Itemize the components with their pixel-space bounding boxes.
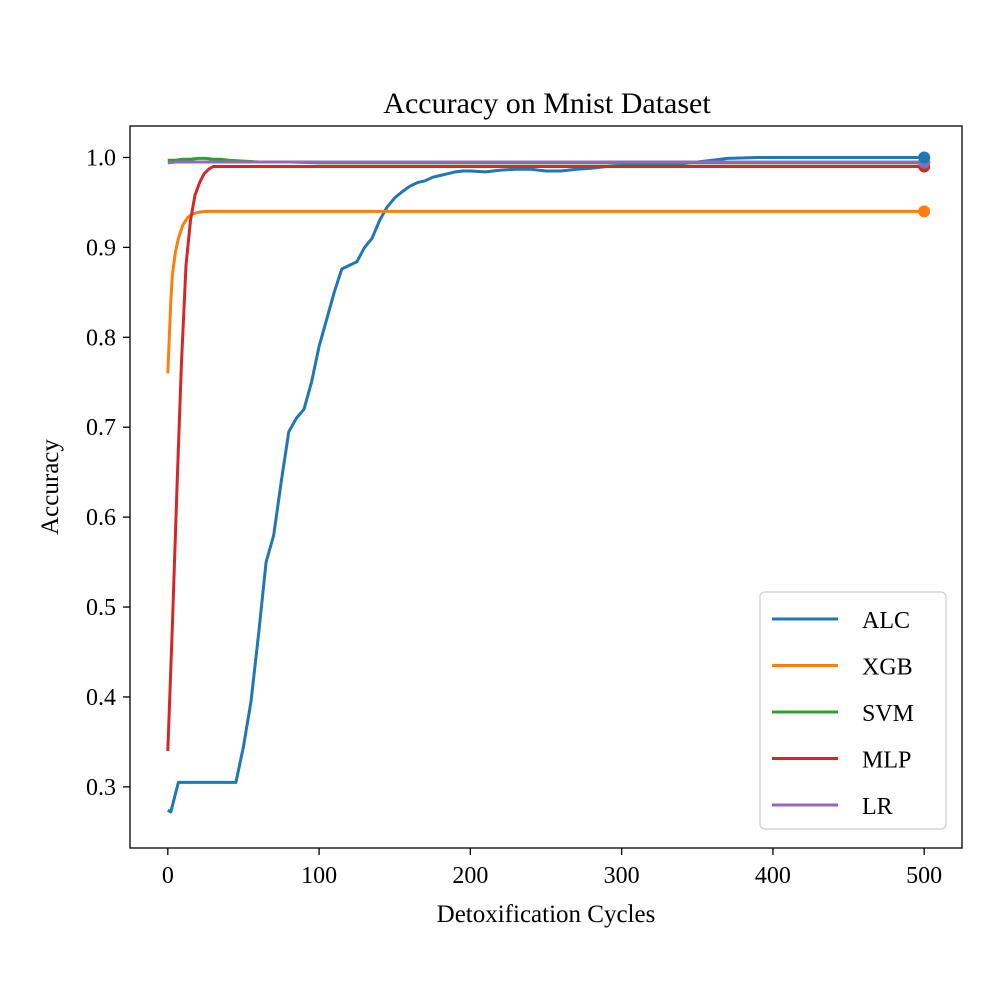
- y-tick-label: 1.0: [86, 145, 116, 171]
- x-axis-label: Detoxification Cycles: [437, 901, 656, 928]
- legend-label-lr: LR: [862, 794, 893, 820]
- y-axis-label: Accuracy: [37, 439, 64, 535]
- x-tick-label: 500: [906, 863, 942, 889]
- y-tick-label: 0.8: [86, 325, 116, 351]
- y-tick-label: 0.9: [86, 235, 116, 261]
- x-tick-label: 100: [301, 863, 337, 889]
- legend-label-xgb: XGB: [862, 655, 913, 681]
- x-tick-label: 200: [452, 863, 488, 889]
- x-axis: 0 100 200 300 400 500: [162, 848, 942, 889]
- x-tick-label: 300: [604, 863, 640, 889]
- plot-frame: [129, 125, 963, 849]
- plot-area: [166, 151, 931, 814]
- y-axis: 0.3 0.4 0.5 0.6 0.7 0.8 0.9 1.0: [86, 145, 130, 801]
- series-line-lr: [167, 160, 925, 165]
- series-line-xgb: [166, 209, 925, 374]
- chart-title: Accuracy on Mnist Dataset: [383, 87, 711, 120]
- x-tick-label: 400: [755, 863, 791, 889]
- legend-box: [759, 591, 947, 830]
- y-tick-label: 0.4: [86, 685, 116, 711]
- y-tick-label: 0.7: [86, 415, 116, 441]
- legend: ALC XGB SVM MLP LR: [759, 591, 947, 830]
- y-tick-label: 0.3: [86, 775, 116, 801]
- legend-label-svm: SVM: [862, 701, 914, 727]
- x-tick-label: 0: [162, 863, 174, 889]
- y-tick-label: 0.6: [86, 505, 116, 531]
- end-marker-xgb: [918, 205, 931, 218]
- legend-label-mlp: MLP: [862, 748, 911, 774]
- series-line-mlp: [166, 165, 925, 751]
- end-marker-alc: [918, 151, 931, 164]
- legend-label-alc: ALC: [862, 608, 910, 634]
- y-tick-label: 0.5: [86, 595, 116, 621]
